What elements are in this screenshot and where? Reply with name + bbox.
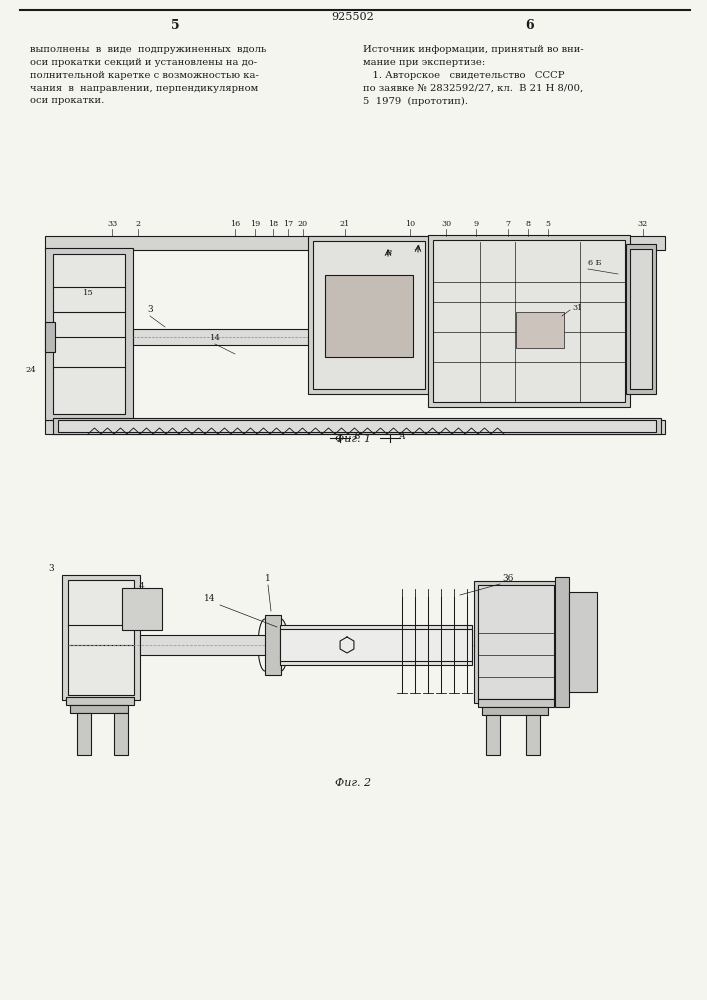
Text: 2: 2	[136, 220, 141, 228]
Text: Фиг. 1: Фиг. 1	[335, 434, 371, 444]
Bar	[313, 241, 425, 389]
Text: 32: 32	[638, 220, 648, 228]
Bar	[433, 240, 625, 402]
Bar	[526, 715, 540, 755]
Text: 6 Б: 6 Б	[588, 259, 602, 267]
Bar	[626, 244, 656, 394]
Bar	[486, 715, 500, 755]
Text: 17: 17	[283, 220, 293, 228]
Text: 6: 6	[526, 19, 534, 32]
Bar	[58, 420, 656, 432]
Bar	[555, 577, 569, 707]
Text: 24: 24	[25, 366, 36, 374]
Text: 3: 3	[48, 564, 54, 573]
Text: 19: 19	[250, 220, 260, 228]
Bar	[265, 615, 281, 675]
Text: 30: 30	[441, 220, 451, 228]
Text: 33: 33	[107, 220, 117, 228]
Text: 14: 14	[209, 334, 221, 342]
Text: 5: 5	[546, 220, 551, 228]
Bar	[308, 236, 430, 394]
Circle shape	[343, 641, 351, 649]
Text: 7: 7	[506, 220, 510, 228]
Text: 5: 5	[170, 19, 180, 32]
Text: 15: 15	[83, 289, 93, 297]
Bar	[280, 625, 472, 665]
Text: 14: 14	[204, 594, 216, 603]
Bar	[45, 248, 133, 420]
Bar	[428, 235, 630, 407]
Bar	[66, 697, 134, 705]
Bar	[70, 705, 128, 713]
Bar	[45, 236, 665, 250]
Bar	[482, 707, 548, 715]
Bar	[478, 585, 554, 699]
Text: 9: 9	[474, 220, 479, 228]
Text: А: А	[399, 432, 405, 441]
Text: 36: 36	[502, 574, 513, 583]
Text: 8: 8	[525, 220, 530, 228]
Text: 4: 4	[139, 582, 145, 591]
Text: 20: 20	[298, 220, 308, 228]
Text: 10: 10	[405, 220, 415, 228]
Circle shape	[356, 310, 364, 318]
Bar	[280, 629, 472, 661]
Bar	[77, 713, 91, 755]
Bar	[630, 249, 652, 389]
Text: 1: 1	[265, 574, 271, 583]
Bar	[140, 635, 275, 655]
Text: 18: 18	[268, 220, 278, 228]
Bar	[45, 322, 55, 352]
Bar	[114, 713, 128, 755]
Bar	[53, 254, 125, 414]
Bar	[53, 418, 661, 434]
Bar	[122, 588, 162, 630]
Text: В: В	[353, 432, 359, 441]
Circle shape	[134, 604, 146, 616]
Text: В: В	[385, 249, 391, 257]
Bar	[68, 580, 134, 695]
Text: выполнены  в  виде  подпружиненных  вдоль
оси прокатки секций и установлены на д: выполнены в виде подпружиненных вдоль ос…	[30, 45, 267, 105]
Text: 3: 3	[147, 305, 153, 314]
Bar	[45, 420, 665, 434]
Bar	[569, 592, 597, 692]
Bar	[325, 275, 413, 357]
Bar	[133, 329, 311, 345]
Text: А: А	[415, 244, 421, 252]
Text: 21: 21	[340, 220, 350, 228]
Text: 925502: 925502	[332, 12, 375, 22]
Text: 16: 16	[230, 220, 240, 228]
Text: 31: 31	[572, 304, 583, 312]
Bar	[516, 312, 564, 348]
Bar	[478, 699, 554, 707]
Text: Фиг. 2: Фиг. 2	[335, 778, 371, 788]
Text: Источник информации, принятый во вни-
мание при экспертизе:
   1. Авторское   св: Источник информации, принятый во вни- ма…	[363, 45, 584, 106]
Bar	[474, 581, 558, 703]
Bar	[62, 575, 140, 700]
